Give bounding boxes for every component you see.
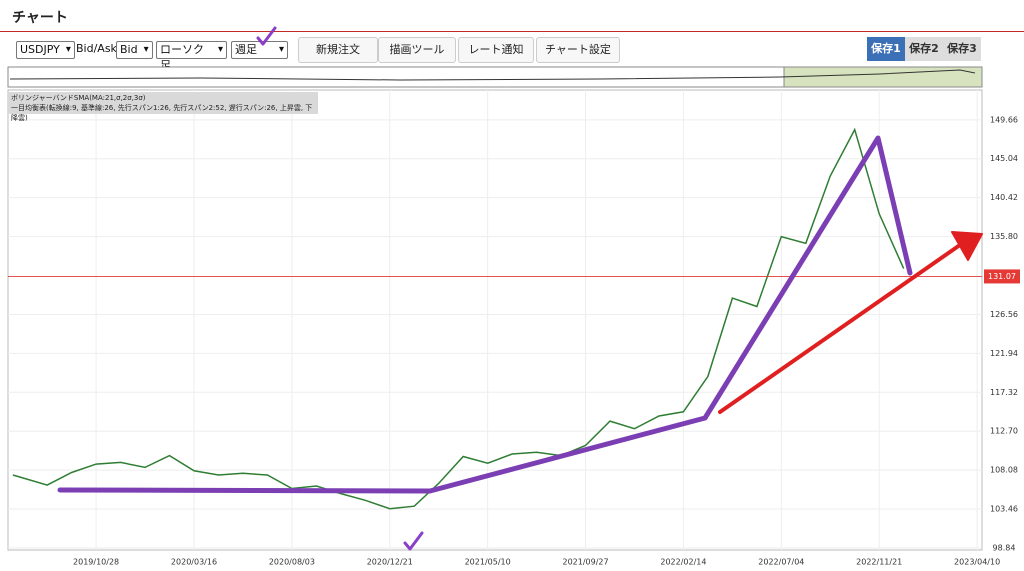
save-tab[interactable]: 保存1 [867,37,905,61]
bid-ask-label: Bid/Ask [76,42,117,55]
x-tick-label: 2020/08/03 [269,558,315,567]
y-tick-label: 145.04 [990,154,1018,163]
overview-line [9,69,976,81]
y-tick-label: 103.46 [990,505,1018,514]
x-tick-label: 2020/12/21 [367,558,413,567]
indicator-label: 一目均衡表(転換線:9, 基準線:26, 先行スパン1:26, 先行スパン2:5… [11,104,313,122]
page-title: チャート [12,10,68,26]
x-tick-label: 2020/03/16 [171,558,217,567]
x-tick-label: 2022/07/04 [758,558,804,567]
y-tick-label: 149.66 [990,115,1018,124]
y-tick-label: 140.42 [990,193,1018,202]
arrow-head [951,231,983,261]
y-tick-label: 98.84 [993,543,1016,552]
y-tick-label: 112.70 [990,427,1018,436]
divider [0,31,1024,32]
x-tick-label: 2023/04/10 [954,558,1000,567]
settings-button[interactable]: チャート設定 [536,37,620,63]
bid-ask-select[interactable]: Bid [116,41,153,59]
x-tick-label: 2022/02/14 [660,558,706,567]
check-mark [403,531,424,551]
y-tick-label: 108.08 [990,466,1018,475]
save-tab[interactable]: 保存3 [943,37,981,61]
indicator-label: ボリンジャーバンドSMA(MA:21,σ,2σ,3σ) [11,94,146,102]
indicator-legend: ボリンジャーバンドSMA(MA:21,σ,2σ,3σ) 一目均衡表(転換線:9,… [8,92,318,122]
y-tick-label: 135.80 [990,232,1018,241]
draw-button[interactable]: 描画ツール [378,37,456,63]
x-tick-label: 2019/10/28 [73,558,119,567]
symbol-select[interactable]: USDJPY [16,41,75,59]
y-tick-label: 117.32 [990,388,1018,397]
save-tab[interactable]: 保存2 [905,37,943,61]
x-tick-label: 2021/09/27 [562,558,608,567]
arrow-annotation [718,236,972,414]
last-price-label: 131.07 [988,272,1016,281]
y-tick-label: 121.94 [990,349,1018,358]
check-mark [256,26,277,46]
annotations [57,26,983,551]
trend-annotation [57,135,913,494]
style-select[interactable]: ローソク足 [156,41,227,72]
price-line [12,127,905,510]
alert-button[interactable]: レート通知 [458,37,534,63]
x-tick-label: 2021/05/10 [465,558,511,567]
last-price-box [984,269,1020,284]
period-select[interactable]: 週足 [231,41,288,59]
order-button[interactable]: 新規注文 [298,37,378,63]
x-tick-label: 2022/11/21 [856,558,902,567]
y-tick-label: 126.56 [990,310,1018,319]
